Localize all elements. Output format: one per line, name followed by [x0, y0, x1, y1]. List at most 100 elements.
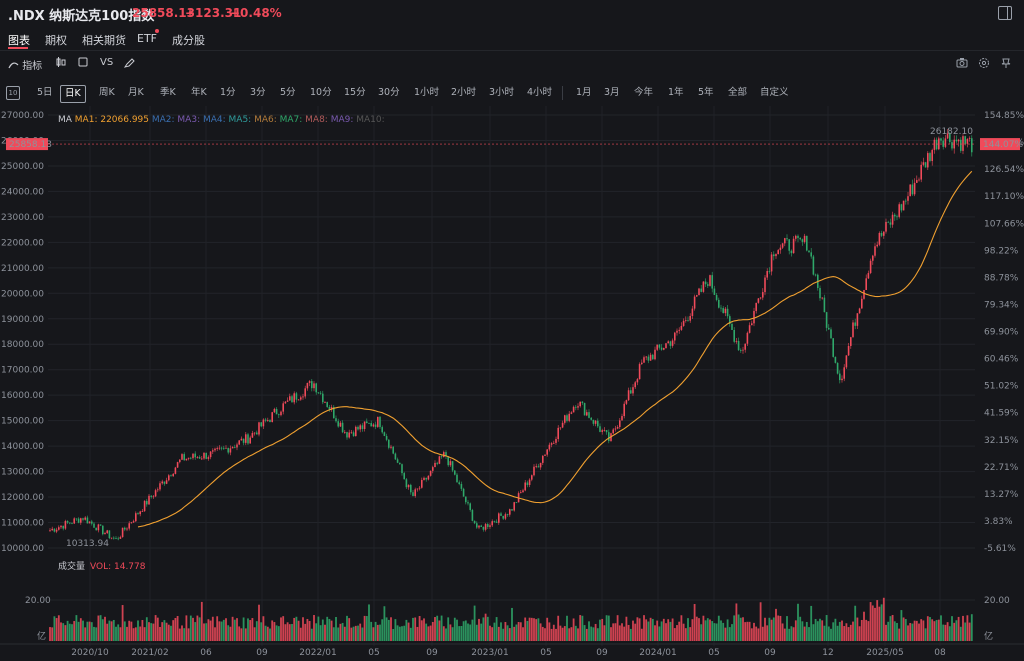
- volume-bar: [786, 616, 788, 641]
- period-9[interactable]: 10分: [310, 87, 332, 98]
- range-0[interactable]: 1月: [576, 87, 592, 98]
- volume-bar: [513, 626, 516, 641]
- candle-body: [953, 139, 955, 149]
- period-1[interactable]: 日K: [60, 85, 86, 103]
- volume-bar: [548, 622, 551, 641]
- candle-body: [887, 221, 889, 223]
- indicator-button[interactable]: 指标: [8, 57, 42, 72]
- volume-bar: [825, 615, 828, 641]
- range-6[interactable]: 自定义: [760, 87, 789, 98]
- candle-body: [920, 164, 922, 180]
- volume-bar: [251, 618, 254, 641]
- volume-bar: [896, 622, 898, 641]
- pin-icon[interactable]: [1000, 57, 1012, 69]
- volume-bar: [885, 624, 887, 641]
- volume-bar: [51, 627, 54, 641]
- period-3[interactable]: 月K: [128, 87, 144, 98]
- candle-body: [165, 480, 168, 484]
- pct-tick: 51.02%: [984, 382, 1019, 392]
- candle-body: [931, 149, 933, 161]
- volume-bar: [264, 625, 267, 641]
- panel-toggle-icon[interactable]: [998, 6, 1012, 20]
- range-4[interactable]: 5年: [698, 87, 714, 98]
- volume-bar: [645, 619, 648, 641]
- period-6[interactable]: 1分: [220, 87, 236, 98]
- period-4[interactable]: 季K: [160, 87, 176, 98]
- candle-body: [223, 447, 225, 449]
- volume-bar: [915, 620, 918, 641]
- period-8[interactable]: 5分: [280, 87, 296, 98]
- candle-body: [588, 412, 590, 418]
- candle-body: [170, 475, 172, 477]
- period-2[interactable]: 周K: [99, 87, 115, 98]
- camera-icon[interactable]: [956, 57, 968, 69]
- candle-body: [216, 448, 218, 449]
- volume-bar: [871, 605, 874, 641]
- price-tick: 24000.00: [1, 187, 44, 197]
- indicator-icon: [8, 62, 19, 69]
- volume-bar: [638, 618, 641, 641]
- candle-body: [674, 332, 676, 341]
- period-15[interactable]: 4小时: [527, 87, 553, 98]
- candle-body: [737, 340, 740, 351]
- candle-body: [286, 400, 289, 402]
- volume-bar: [596, 628, 599, 641]
- tab-futures[interactable]: 相关期货: [82, 34, 126, 47]
- candle-body: [784, 238, 786, 244]
- period-11[interactable]: 30分: [378, 87, 400, 98]
- candle-body: [132, 521, 135, 523]
- range-1[interactable]: 3月: [604, 87, 620, 98]
- compare-button[interactable]: VS: [100, 57, 114, 68]
- volume-bar: [104, 616, 106, 641]
- range-3[interactable]: 1年: [668, 87, 684, 98]
- candle-body: [478, 525, 480, 528]
- period-14[interactable]: 3小时: [489, 87, 515, 98]
- settings-icon[interactable]: [978, 57, 990, 69]
- candle-body: [135, 513, 137, 522]
- volume-bar: [555, 628, 557, 641]
- candle-body: [194, 453, 196, 458]
- volume-bar: [849, 624, 852, 641]
- fullscreen-icon[interactable]: [78, 57, 89, 71]
- volume-bar: [357, 625, 359, 641]
- candle-body: [339, 422, 342, 427]
- tab-constituents[interactable]: 成分股: [172, 34, 205, 47]
- period-10[interactable]: 15分: [344, 87, 366, 98]
- range-5[interactable]: 全部: [728, 87, 748, 98]
- price-chart[interactable]: 27000.0026000.0025000.0024000.0023000.00…: [0, 106, 1024, 661]
- candle-body: [625, 400, 628, 404]
- tab-options[interactable]: 期权: [45, 34, 67, 47]
- period-12[interactable]: 1小时: [414, 87, 440, 98]
- volume-bar: [214, 627, 216, 641]
- candle-body: [614, 428, 617, 430]
- volume-bar: [700, 624, 703, 641]
- volume-bar: [816, 621, 819, 641]
- tab-etf[interactable]: ETF: [137, 32, 157, 45]
- candle-body: [962, 136, 964, 151]
- volume-bar: [187, 628, 190, 641]
- draw-icon[interactable]: [123, 57, 135, 71]
- price-tick: 25000.00: [1, 162, 44, 172]
- candle-body: [434, 462, 436, 468]
- period-settings-icon[interactable]: 10: [6, 86, 20, 100]
- volume-bar: [453, 617, 456, 641]
- period-13[interactable]: 2小时: [451, 87, 477, 98]
- candle-body: [447, 456, 449, 466]
- candle-body: [121, 527, 124, 538]
- candle-body: [185, 458, 188, 461]
- period-5[interactable]: 年K: [191, 87, 207, 98]
- volume-bar: [847, 627, 850, 641]
- x-tick: 09: [256, 648, 268, 658]
- volume-bar: [308, 620, 311, 641]
- candle-type-icon[interactable]: [55, 57, 67, 71]
- period-0[interactable]: 5日: [37, 87, 53, 98]
- candle-body: [663, 348, 665, 350]
- period-7[interactable]: 3分: [250, 87, 266, 98]
- range-2[interactable]: 今年: [634, 87, 654, 98]
- candle-body: [924, 162, 927, 168]
- volume-bar: [108, 620, 111, 641]
- tab-chart[interactable]: 图表: [8, 34, 30, 47]
- candle-body: [458, 482, 460, 485]
- volume-bar: [618, 625, 621, 641]
- volume-bar: [361, 627, 364, 641]
